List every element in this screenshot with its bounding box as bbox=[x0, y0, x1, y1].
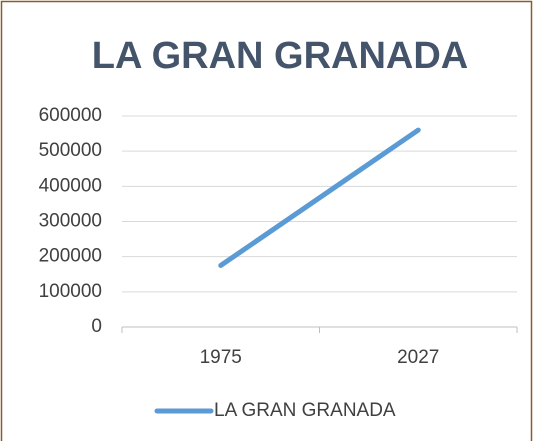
x-tick-label: 2027 bbox=[397, 347, 439, 368]
y-tick-label: 200000 bbox=[39, 246, 102, 267]
y-tick-label: 600000 bbox=[39, 105, 102, 126]
x-tick-label: 1975 bbox=[200, 347, 242, 368]
legend-label: LA GRAN GRANADA bbox=[214, 400, 396, 421]
y-tick-label: 300000 bbox=[39, 211, 102, 232]
chart-title: LA GRAN GRANADA bbox=[92, 35, 468, 77]
y-tick-label: 0 bbox=[91, 316, 102, 337]
y-tick-label: 100000 bbox=[39, 281, 102, 302]
data-line bbox=[218, 127, 421, 268]
y-tick-label: 400000 bbox=[39, 175, 102, 196]
y-tick-label: 500000 bbox=[39, 140, 102, 161]
